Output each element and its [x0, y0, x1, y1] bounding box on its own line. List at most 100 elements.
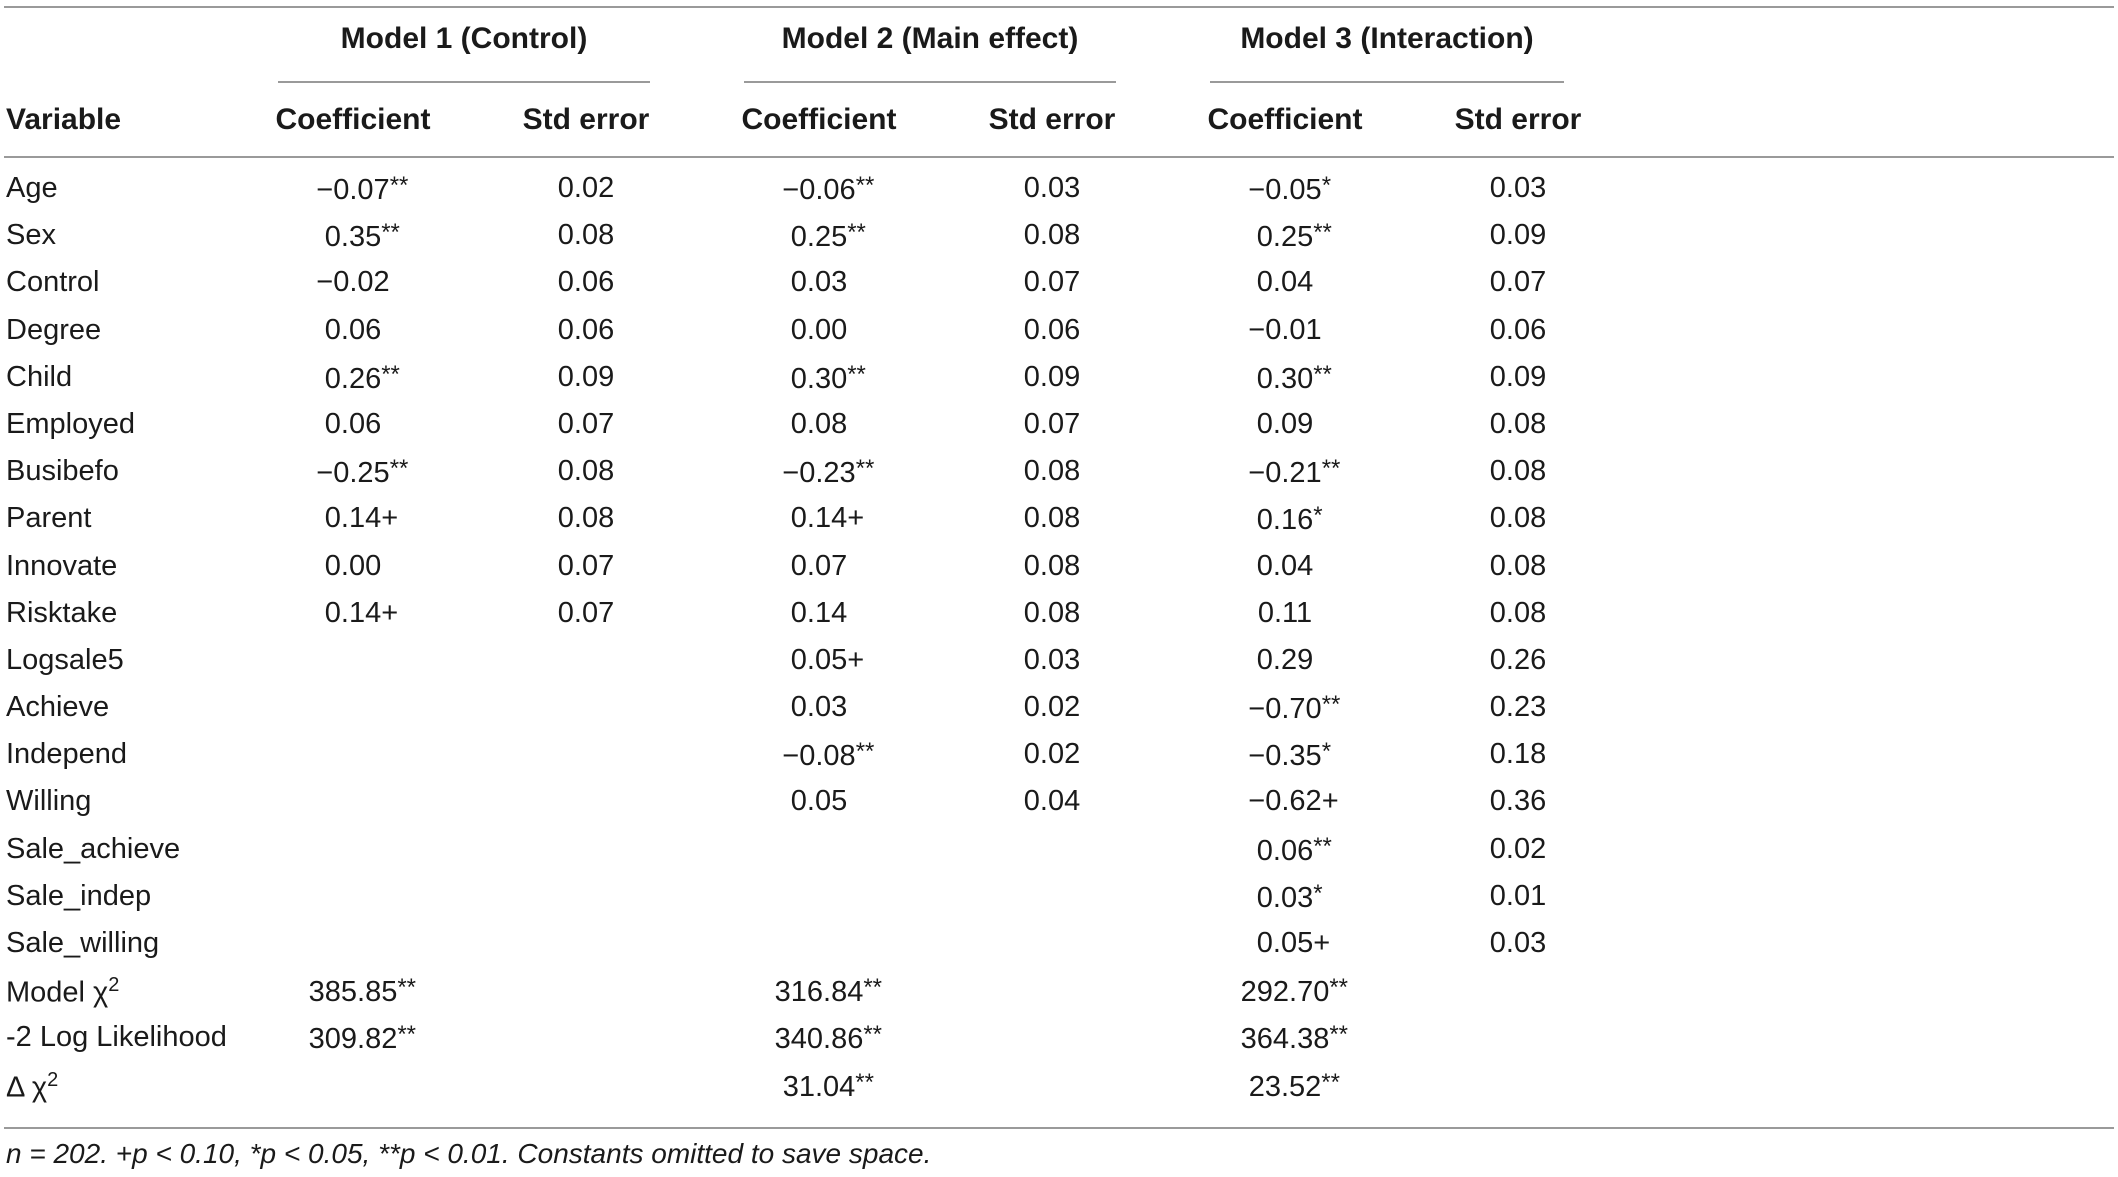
- variable-label: Sale_achieve: [6, 832, 181, 865]
- variable-label: Risktake: [6, 596, 118, 629]
- cell-value: 0.06: [324, 407, 382, 440]
- group-title-model-1: Model 1 (Control): [340, 22, 588, 55]
- cell-value: 0.08: [557, 219, 615, 252]
- coefficient-cell: 0.05+: [1256, 927, 1331, 959]
- std-error-cell: 0.36: [1418, 785, 1618, 818]
- variable-label: Innovate: [6, 549, 118, 582]
- coefficient-cell: 0.25**: [1256, 219, 1332, 254]
- std-error-cell: 0.09: [952, 361, 1152, 394]
- variable-label: Willing: [6, 785, 92, 818]
- header-std-error-2: Std error: [988, 103, 1116, 136]
- variable-name: Busibefo: [6, 455, 119, 488]
- variable-name: Δ χ2: [6, 1069, 58, 1105]
- coefficient-cell: 0.16*: [1256, 502, 1323, 537]
- coefficient-cell: 0.08: [719, 408, 919, 441]
- coefficient-cell: 0.11: [1185, 597, 1385, 630]
- variable-label: Parent: [6, 502, 92, 535]
- cell-value: 340.86: [774, 1023, 864, 1056]
- cell-value: 0.16: [1256, 504, 1314, 537]
- std-error-cell: 0.23: [1418, 691, 1618, 724]
- cell-value: 23.52: [1248, 1070, 1322, 1103]
- group-title-model-3: Model 3 (Interaction): [1240, 22, 1534, 55]
- cell-value: 0.07: [1023, 407, 1081, 440]
- coefficient-cell: 0.30**: [1256, 360, 1332, 395]
- cell-value: 0.09: [1023, 360, 1081, 393]
- cell-value: 0.05: [1256, 927, 1314, 959]
- table-row: Age −0.07** 0.02 −0.06** 0.03 −0.05* 0.03: [0, 172, 2118, 219]
- std-error-cell: 0.08: [952, 219, 1152, 252]
- cell-value: 0.08: [1489, 502, 1547, 535]
- std-error-cell: 0.02: [952, 691, 1152, 724]
- table-row: Sale_achieve 0.06** 0.02: [0, 833, 2118, 880]
- std-error-cell: 0.08: [1418, 455, 1618, 488]
- coefficient-cell: 0.05: [719, 785, 919, 818]
- std-error-cell: 0.04: [952, 785, 1152, 818]
- coefficient-cell: −0.07**: [316, 172, 409, 206]
- std-error-cell: 0.06: [486, 314, 686, 347]
- variable-label: -2 Log Likelihood: [6, 1021, 227, 1054]
- cell-value: 0.08: [1023, 219, 1081, 252]
- coefficient-cell: 0.06**: [1256, 832, 1332, 867]
- cell-value: 0.04: [1256, 549, 1314, 582]
- std-error-cell: 0.06: [952, 314, 1152, 347]
- cell-value: 316.84: [774, 976, 864, 1009]
- table-row: Child 0.26** 0.09 0.30** 0.09 0.30** 0.09: [0, 361, 2118, 408]
- cell-value: 0.09: [1489, 360, 1547, 393]
- cell-value: 0.08: [557, 455, 615, 488]
- coefficient-cell: −0.35*: [1248, 738, 1332, 773]
- std-error-cell: 0.02: [1418, 833, 1618, 866]
- cell-value: 0.06: [1256, 834, 1314, 867]
- cell-value: 0.07: [557, 549, 615, 582]
- std-error-cell: 0.08: [1418, 550, 1618, 583]
- table-row: Willing 0.05 0.04 −0.62+ 0.36: [0, 785, 2118, 832]
- group-underline-model-3: [1210, 81, 1564, 83]
- coefficient-cell: 0.14+: [790, 502, 865, 535]
- std-error-cell: 0.02: [952, 738, 1152, 771]
- variable-name: Willing: [6, 785, 91, 818]
- variable-name: Degree: [6, 314, 101, 347]
- variable-name: Control: [6, 266, 100, 299]
- std-error-cell: 0.07: [952, 266, 1152, 299]
- std-error-cell: 0.07: [486, 597, 686, 630]
- cell-value: 0.08: [1023, 455, 1081, 488]
- table-note: n = 202. +p < 0.10, *p < 0.05, **p < 0.0…: [6, 1138, 932, 1169]
- coefficient-cell: 0.09: [1185, 408, 1385, 441]
- cell-value: 0.25: [790, 221, 848, 254]
- cell-value: 0.03: [790, 266, 848, 299]
- std-error-cell: 0.06: [1418, 314, 1618, 347]
- cell-value: 0.00: [790, 313, 848, 346]
- coefficient-cell: −0.21**: [1248, 455, 1341, 490]
- cell-value: −0.62: [1248, 785, 1322, 818]
- cell-value: −0.70: [1248, 693, 1322, 726]
- std-error-cell: 0.08: [1418, 502, 1618, 535]
- variable-label: Busibefo: [6, 455, 119, 488]
- coefficient-cell: −0.06**: [782, 172, 875, 206]
- std-error-cell: 0.09: [486, 361, 686, 394]
- cell-value: 0.08: [1023, 502, 1081, 535]
- coefficient-cell: 316.84**: [774, 974, 883, 1009]
- cell-value: 0.05: [790, 643, 848, 676]
- superscript: 2: [108, 974, 120, 997]
- coefficient-cell: 0.14: [719, 597, 919, 630]
- cell-value: −0.07: [316, 174, 390, 206]
- cell-value: 0.08: [1023, 549, 1081, 582]
- variable-label: Sale_willing: [6, 927, 160, 959]
- group-underline-model-1: [278, 81, 650, 83]
- variable-label: Achieve: [6, 691, 110, 724]
- coefficient-cell: 0.03: [719, 691, 919, 724]
- coefficient-cell: 0.26**: [324, 360, 400, 395]
- variable-label: Model χ: [6, 976, 109, 1009]
- std-error-cell: 0.07: [952, 408, 1152, 441]
- cell-value: 0.08: [1489, 549, 1547, 582]
- std-error-cell: 0.03: [952, 644, 1152, 677]
- variable-name: Logsale5: [6, 644, 124, 677]
- coefficient-cell: −0.02: [253, 266, 453, 299]
- coefficient-cell: 31.04**: [782, 1068, 874, 1103]
- cell-value: 0.25: [1256, 221, 1314, 254]
- coefficient-cell: 0.00: [719, 314, 919, 347]
- header-coefficient-2: Coefficient: [741, 103, 897, 136]
- table-row: Employed 0.06 0.07 0.08 0.07 0.09 0.08: [0, 408, 2118, 455]
- cell-value: 0.02: [1023, 738, 1081, 771]
- cell-value: 0.07: [1489, 266, 1547, 299]
- variable-label: Degree: [6, 313, 102, 346]
